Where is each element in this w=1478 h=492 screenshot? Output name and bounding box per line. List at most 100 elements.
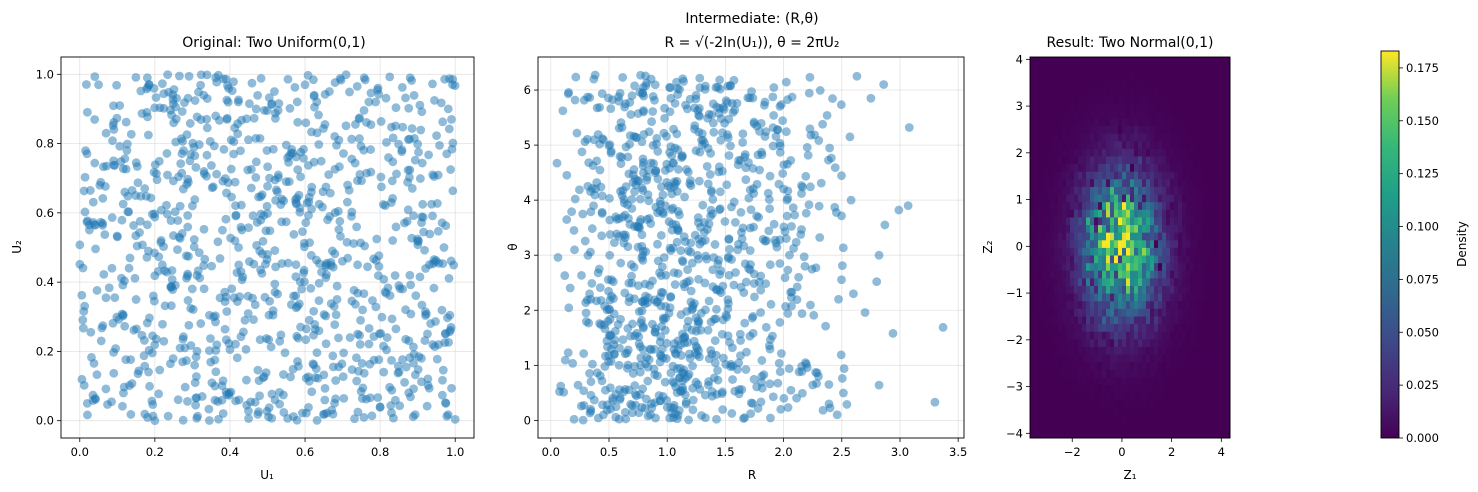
heatmap-cell xyxy=(1082,217,1087,226)
heatmap-cell xyxy=(1190,186,1195,195)
scatter-point xyxy=(617,122,627,132)
scatter-point xyxy=(356,315,365,325)
scatter-point xyxy=(736,351,745,361)
heatmap-cell xyxy=(1226,148,1231,157)
scatter-point xyxy=(294,190,304,200)
scatter-point xyxy=(710,240,720,249)
heatmap-cell xyxy=(1142,209,1147,218)
heatmap-cell xyxy=(1210,255,1215,264)
heatmap-cell xyxy=(1142,407,1147,416)
x-tick-label: 0.0 xyxy=(542,445,560,459)
scatter-point xyxy=(107,213,117,222)
heatmap-cell xyxy=(1106,72,1111,81)
scatter-point xyxy=(710,358,720,368)
heatmap-cell xyxy=(1106,156,1111,165)
scatter-point xyxy=(360,75,370,85)
heatmap-cell xyxy=(1106,354,1111,363)
heatmap-cell xyxy=(1090,270,1095,279)
heatmap-cell xyxy=(1158,392,1163,401)
heatmap-cell xyxy=(1046,125,1051,134)
heatmap-cell xyxy=(1142,102,1147,111)
scatter-point xyxy=(364,324,374,333)
heatmap-cell xyxy=(1142,178,1147,187)
heatmap-cell xyxy=(1118,293,1123,302)
heatmap-cell xyxy=(1042,133,1047,142)
heatmap-cell xyxy=(1114,232,1119,241)
scatter-point xyxy=(745,223,755,233)
heatmap-cell xyxy=(1102,72,1107,81)
heatmap-cell xyxy=(1198,399,1203,408)
scatter-point xyxy=(570,95,580,105)
scatter-point xyxy=(585,93,595,102)
scatter-point xyxy=(655,196,665,206)
heatmap-cell xyxy=(1150,415,1155,424)
heatmap-cell xyxy=(1214,277,1219,286)
heatmap-cell xyxy=(1186,110,1191,119)
heatmap-cell xyxy=(1034,72,1039,81)
heatmap-cell xyxy=(1046,117,1051,126)
scatter-point xyxy=(79,186,89,196)
scatter-point xyxy=(159,242,168,252)
heatmap-cell xyxy=(1074,209,1079,218)
heatmap-cell xyxy=(1070,178,1075,187)
heatmap-cell xyxy=(1222,361,1227,370)
heatmap-cell xyxy=(1182,87,1187,96)
heatmap-cell xyxy=(1038,64,1043,73)
heatmap-cell xyxy=(1126,140,1131,149)
heatmap-cell xyxy=(1134,323,1139,332)
heatmap-cell xyxy=(1210,64,1215,73)
heatmap-cell xyxy=(1062,346,1067,355)
heatmap-cell xyxy=(1158,239,1163,248)
heatmap-cell xyxy=(1058,316,1063,325)
scatter-point xyxy=(752,382,762,392)
heatmap-cell xyxy=(1054,255,1059,264)
heatmap-cell xyxy=(1222,277,1227,286)
heatmap-cell xyxy=(1178,316,1183,325)
scatter-point xyxy=(206,161,216,170)
heatmap-cell xyxy=(1062,415,1067,424)
scatter-point xyxy=(432,354,442,364)
scatter-point xyxy=(343,253,353,263)
heatmap-cell xyxy=(1162,392,1167,401)
scatter-point xyxy=(244,414,253,423)
heatmap-cell xyxy=(1170,255,1175,264)
x-tick-label: 4 xyxy=(1218,445,1225,459)
heatmap-cell xyxy=(1046,87,1051,96)
scatter-point xyxy=(131,295,141,304)
panel3-heatmap-cells xyxy=(1030,57,1231,439)
heatmap-cell xyxy=(1074,72,1079,81)
heatmap-cell xyxy=(1186,308,1191,317)
heatmap-cell xyxy=(1086,323,1091,332)
heatmap-cell xyxy=(1162,415,1167,424)
heatmap-cell xyxy=(1110,392,1115,401)
heatmap-cell xyxy=(1198,148,1203,157)
heatmap-cell xyxy=(1202,232,1207,241)
scatter-point xyxy=(432,131,441,140)
heatmap-cell xyxy=(1210,300,1215,309)
scatter-point xyxy=(735,329,745,339)
heatmap-cell xyxy=(1210,201,1215,210)
heatmap-cell xyxy=(1226,95,1231,104)
heatmap-cell xyxy=(1094,87,1099,96)
scatter-point xyxy=(586,187,595,196)
heatmap-cell xyxy=(1130,354,1135,363)
scatter-point xyxy=(577,270,586,280)
heatmap-cell xyxy=(1162,323,1167,332)
scatter-point xyxy=(253,90,263,100)
heatmap-cell xyxy=(1146,194,1151,203)
heatmap-cell xyxy=(1122,361,1127,370)
heatmap-cell xyxy=(1186,72,1191,81)
heatmap-cell xyxy=(1162,79,1167,88)
heatmap-cell xyxy=(1154,308,1159,317)
scatter-point xyxy=(448,186,458,196)
heatmap-cell xyxy=(1074,79,1079,88)
heatmap-cell xyxy=(1098,384,1103,393)
heatmap-cell xyxy=(1038,323,1043,332)
heatmap-cell xyxy=(1170,392,1175,401)
scatter-point xyxy=(306,283,316,293)
scatter-point xyxy=(669,268,679,278)
heatmap-cell xyxy=(1170,369,1175,378)
heatmap-cell xyxy=(1198,369,1203,378)
scatter-point xyxy=(379,274,389,284)
heatmap-cell xyxy=(1194,163,1199,172)
